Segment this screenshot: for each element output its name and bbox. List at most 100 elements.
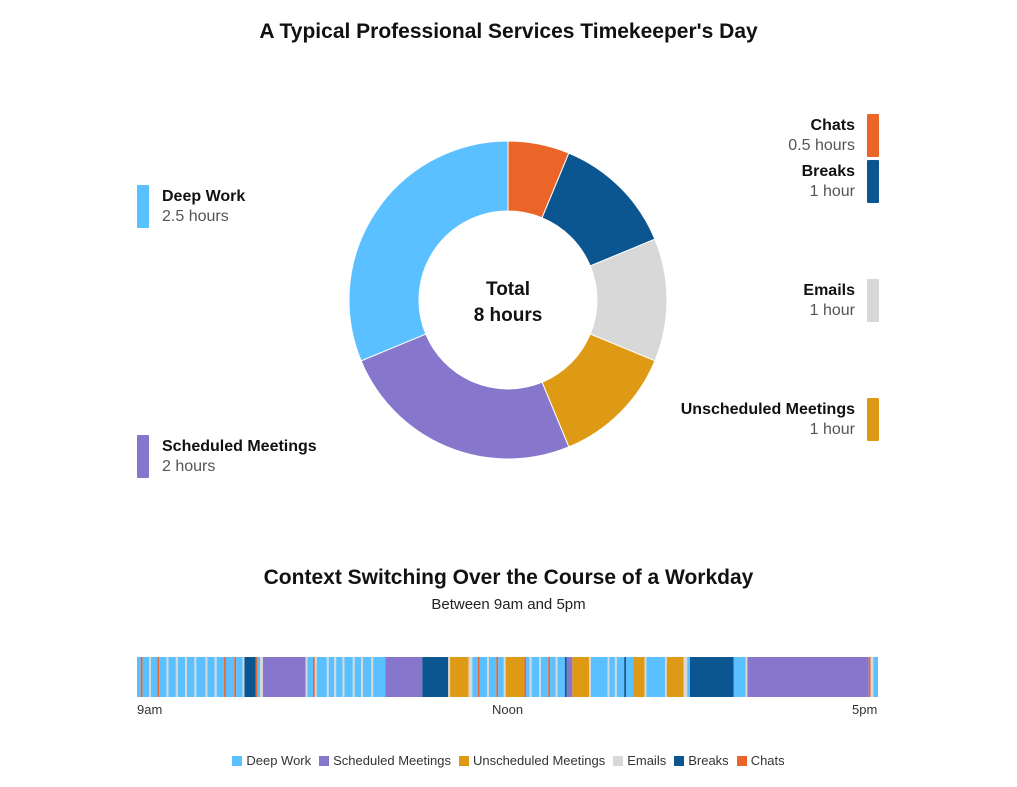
timeline-segment-emails — [529, 657, 532, 697]
timeline-segment-emails — [644, 657, 647, 697]
timeline-segment-chats — [477, 657, 480, 697]
timeline-segment-chats — [868, 657, 871, 697]
timeline-segment-deep-work — [498, 657, 504, 697]
timeline-segment-chats — [255, 657, 258, 697]
legend-label-emails: Emails — [627, 753, 667, 768]
timeline-segment-emails — [185, 657, 188, 697]
callout-deep-work-value: 2.5 hours — [162, 208, 229, 225]
timeline-segment-scheduled-meetings — [747, 657, 869, 697]
legend: Deep Work Scheduled Meetings Unscheduled M… — [0, 753, 1017, 768]
timeline-segment-scheduled-meetings — [566, 657, 573, 697]
callout-emails: Emails 1 hour — [680, 279, 879, 322]
timeline-tick-noon: Noon — [492, 702, 524, 717]
timeline-segment-chats — [234, 657, 237, 697]
donut-slice-scheduled-meetings — [360, 333, 570, 460]
timeline-segment-deep-work — [373, 657, 386, 697]
timeline-segment-deep-work — [137, 657, 141, 697]
callout-emails-swatch — [867, 279, 879, 322]
timeline-segment-emails — [352, 657, 355, 697]
callout-breaks-value: 1 hour — [809, 183, 855, 200]
legend-label-unscheduled-meetings: Unscheduled Meetings — [472, 753, 606, 768]
timeline-segment-emails — [538, 657, 541, 697]
legend-label-scheduled-meetings: Scheduled Meetings — [333, 753, 451, 768]
timeline-segment-deep-work — [354, 657, 362, 697]
callout-deep-work: Deep Work 2.5 hours — [137, 185, 337, 228]
timeline-segment-deep-work — [557, 657, 565, 697]
timeline-segment-deep-work — [626, 657, 634, 697]
legend-swatch-scheduled-meetings — [319, 756, 330, 766]
timeline-subtitle: Between 9am and 5pm — [431, 596, 586, 613]
timeline-segment-deep-work — [646, 657, 665, 697]
timeline-segment-emails — [194, 657, 197, 697]
legend-label-deep-work: Deep Work — [246, 753, 312, 768]
legend-item-scheduled-meetings: Scheduled Meetings — [319, 753, 451, 768]
legend-item-chats: Chats — [736, 753, 785, 768]
timeline-segment-unscheduled-meetings — [450, 657, 469, 697]
timeline-title: Context Switching Over the Course of a W… — [263, 566, 754, 589]
legend-swatch-breaks — [674, 756, 685, 766]
timeline-segment-emails — [205, 657, 208, 697]
timeline-segment-deep-work — [363, 657, 372, 697]
timeline-segment-deep-work — [168, 657, 176, 697]
timeline-segment-deep-work — [609, 657, 615, 697]
legend-label-chats: Chats — [750, 753, 785, 768]
timeline-segment-emails — [314, 657, 317, 697]
callout-emails-value: 1 hour — [809, 302, 855, 319]
donut-center-total-label: Total — [486, 279, 530, 300]
timeline-segment-deep-work — [177, 657, 186, 697]
legend-item-unscheduled-meetings: Unscheduled Meetings — [458, 753, 606, 768]
timeline-segment-chats — [496, 657, 499, 697]
timeline-segment-deep-work — [216, 657, 225, 697]
timeline-segment-emails — [342, 657, 345, 697]
timeline-strip — [137, 657, 878, 697]
timeline-segment-emails — [503, 657, 506, 697]
timeline-segment-emails — [870, 657, 874, 697]
timeline-segment-emails — [487, 657, 489, 697]
callout-unscheduled-meetings-swatch — [867, 398, 879, 441]
timeline-segment-deep-work — [873, 657, 878, 697]
donut-chart-title: A Typical Professional Services Timekeep… — [259, 20, 758, 43]
timeline-segment-deep-work — [142, 657, 150, 697]
callout-deep-work-name: Deep Work — [162, 188, 246, 205]
callout-scheduled-meetings-name: Scheduled Meetings — [162, 438, 317, 455]
timeline-segment-unscheduled-meetings — [666, 657, 684, 697]
timeline-segment-unscheduled-meetings — [505, 657, 525, 697]
legend-item-deep-work: Deep Work — [232, 753, 311, 768]
timeline-segment-emails — [448, 657, 451, 697]
timeline-segment-deep-work — [733, 657, 746, 697]
timeline-segment-emails — [614, 657, 617, 697]
timeline-segment-emails — [607, 657, 610, 697]
timeline-segment-emails — [468, 657, 473, 697]
timeline-segment-emails — [260, 657, 263, 697]
timeline-segment-deep-work — [550, 657, 556, 697]
callout-chats: Chats 0.5 hours — [680, 114, 879, 157]
donut-slice-deep-work — [348, 140, 509, 362]
timeline-segment-emails — [683, 657, 688, 697]
timeline-segment-deep-work — [531, 657, 539, 697]
timeline-segment-chats — [548, 657, 551, 697]
timeline-segment-deep-work — [526, 657, 530, 697]
callout-deep-work-swatch — [137, 185, 149, 228]
callout-scheduled-meetings-value: 2 hours — [162, 458, 216, 475]
legend-item-breaks: Breaks — [674, 753, 729, 768]
timeline-segment-deep-work — [316, 657, 327, 697]
timeline-segment-deep-work — [196, 657, 206, 697]
timeline-segment-deep-work — [540, 657, 549, 697]
timeline-segment-deep-work — [687, 657, 690, 697]
timeline-segment-unscheduled-meetings — [633, 657, 645, 697]
timeline-segment-deep-work — [328, 657, 335, 697]
donut-chart: Total 8 hours — [348, 140, 668, 460]
timeline-segment-deep-work — [590, 657, 608, 697]
timeline-segment-chats — [157, 657, 160, 697]
callout-breaks: Breaks 1 hour — [680, 160, 879, 203]
callout-scheduled-meetings: Scheduled Meetings 2 hours — [137, 435, 387, 478]
timeline-segment-deep-work — [159, 657, 167, 697]
timeline-tick-9am: 9am — [137, 702, 163, 717]
timeline-segment-deep-work — [187, 657, 195, 697]
legend-swatch-emails — [613, 756, 624, 766]
timeline-segment-breaks — [422, 657, 449, 697]
timeline-segment-deep-work — [150, 657, 158, 697]
timeline-segment-deep-work — [488, 657, 497, 697]
callout-chats-swatch — [867, 114, 879, 157]
timeline-segment-deep-work — [479, 657, 488, 697]
